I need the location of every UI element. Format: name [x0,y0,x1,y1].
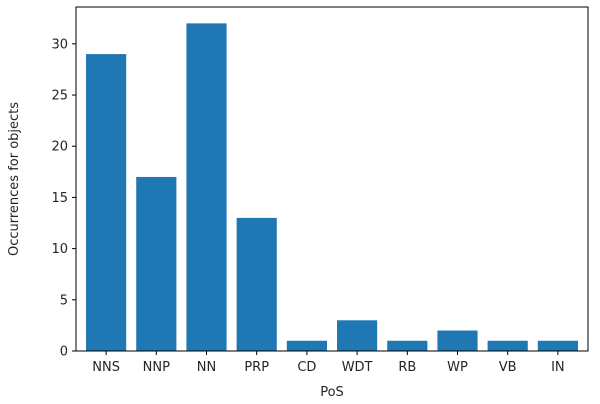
x-tick-label: NN [197,360,216,375]
bar-in [537,340,578,351]
x-axis-label: PoS [320,385,344,400]
y-tick-label: 0 [60,345,68,360]
x-tick-label: WDT [342,360,373,375]
bar-cd [286,340,327,351]
bar-prp [236,217,277,351]
x-axis-ticks: NNS NNP NN PRP CD WDT RB WP VB IN [92,351,565,375]
bar-nn [186,23,227,352]
x-tick-label: NNP [143,360,170,375]
y-axis-label: Occurrences for objects [7,102,22,256]
bar-nnp [136,176,177,351]
x-tick-label: RB [398,360,416,375]
y-tick-label: 5 [60,293,68,308]
x-tick-label: CD [297,360,316,375]
y-tick-label: 15 [51,191,68,206]
y-axis-ticks: 0 5 10 15 20 25 30 [51,37,76,360]
bar-rb [387,340,428,351]
plot-frame [75,6,589,352]
x-tick-label: NNS [92,360,120,375]
y-tick-label: 10 [51,242,68,257]
bars-group [86,23,578,352]
y-tick-label: 20 [51,140,68,155]
x-tick-label: IN [551,360,565,375]
y-tick-label: 30 [51,37,68,52]
bar-vb [487,340,528,351]
x-tick-label: VB [499,360,517,375]
x-tick-label: PRP [244,360,269,375]
x-tick-label: WP [447,360,468,375]
bar-wdt [337,320,378,351]
bar-wp [437,330,478,351]
bar-nns [86,54,127,351]
y-tick-label: 25 [51,89,68,104]
